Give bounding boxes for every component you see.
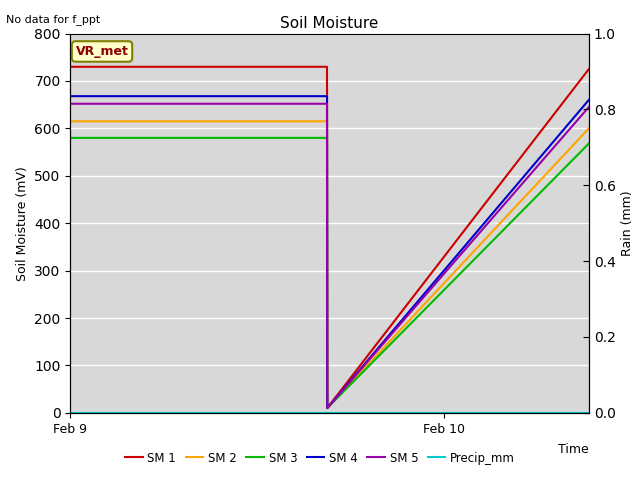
Text: VR_met: VR_met	[76, 45, 129, 58]
Line: SM 4: SM 4	[70, 96, 589, 408]
SM 5	[323, 405, 331, 411]
SM 4	[585, 97, 593, 103]
Title: Soil Moisture: Soil Moisture	[280, 16, 379, 31]
SM 1	[323, 405, 331, 411]
SM 5	[67, 101, 74, 107]
SM 4	[323, 93, 331, 99]
Y-axis label: Soil Moisture (mV): Soil Moisture (mV)	[16, 166, 29, 281]
SM 5	[585, 104, 593, 110]
SM 3	[323, 135, 331, 141]
SM 3	[323, 405, 331, 411]
SM 1	[323, 64, 331, 70]
Line: SM 1: SM 1	[70, 67, 589, 408]
Y-axis label: Rain (mm): Rain (mm)	[621, 191, 634, 256]
SM 3	[585, 141, 593, 146]
SM 3	[67, 135, 74, 141]
SM 2	[585, 125, 593, 131]
SM 4	[323, 405, 331, 411]
Line: SM 5: SM 5	[70, 104, 589, 408]
Text: Time: Time	[558, 443, 589, 456]
SM 4	[67, 93, 74, 99]
Legend: SM 1, SM 2, SM 3, SM 4, SM 5, Precip_mm: SM 1, SM 2, SM 3, SM 4, SM 5, Precip_mm	[120, 447, 520, 469]
SM 2	[67, 119, 74, 124]
Line: SM 2: SM 2	[70, 121, 589, 408]
Line: SM 3: SM 3	[70, 138, 589, 408]
SM 2	[323, 405, 331, 411]
SM 1	[585, 66, 593, 72]
SM 1	[67, 64, 74, 70]
Text: No data for f_ppt: No data for f_ppt	[6, 14, 100, 25]
SM 5	[323, 101, 331, 107]
SM 2	[323, 119, 331, 124]
